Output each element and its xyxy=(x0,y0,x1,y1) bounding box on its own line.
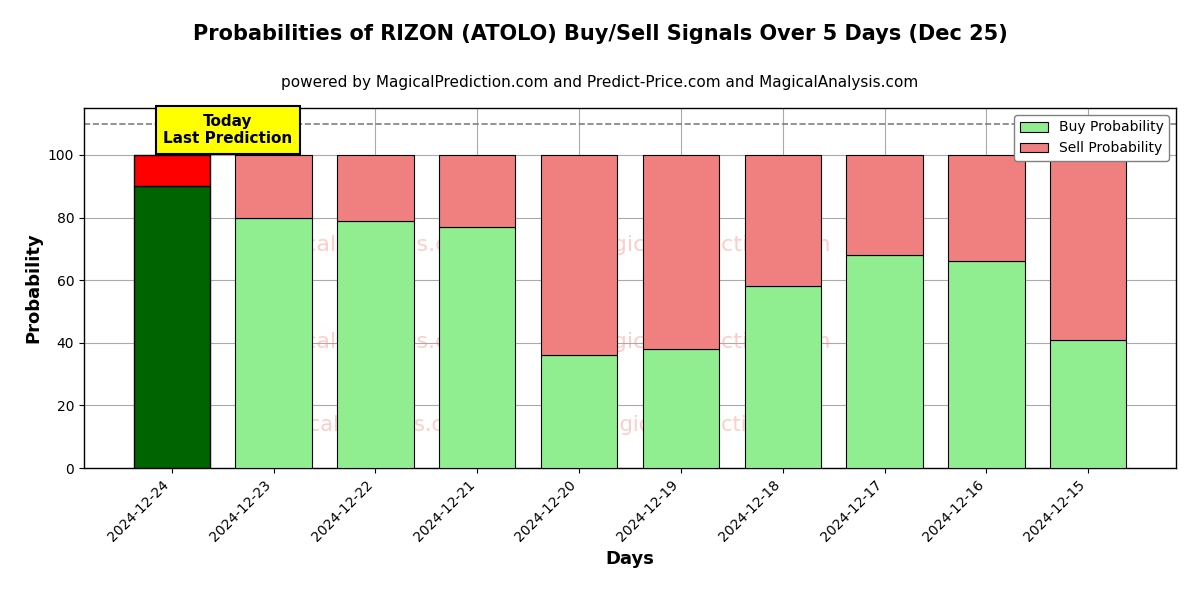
Bar xyxy=(439,155,516,227)
Text: MagicalPrediction.com: MagicalPrediction.com xyxy=(581,332,832,352)
Bar xyxy=(439,227,516,468)
Bar xyxy=(1050,155,1127,340)
Text: MagicalAnalysis.co: MagicalAnalysis.co xyxy=(259,415,455,435)
Bar xyxy=(337,155,414,221)
Text: Today
Last Prediction: Today Last Prediction xyxy=(163,114,293,146)
Bar xyxy=(133,155,210,186)
Text: MagicalPrediction.com: MagicalPrediction.com xyxy=(581,235,832,255)
Bar xyxy=(643,349,719,468)
Bar xyxy=(744,286,821,468)
Y-axis label: Probability: Probability xyxy=(24,233,42,343)
Text: MagicalPrediction.com: MagicalPrediction.com xyxy=(589,415,823,435)
Bar xyxy=(1050,340,1127,468)
Bar xyxy=(133,186,210,468)
Bar xyxy=(235,155,312,218)
X-axis label: Days: Days xyxy=(606,550,654,568)
Bar xyxy=(948,155,1025,262)
Bar xyxy=(235,218,312,468)
Bar xyxy=(744,155,821,286)
Legend: Buy Probability, Sell Probability: Buy Probability, Sell Probability xyxy=(1014,115,1169,161)
Text: powered by MagicalPrediction.com and Predict-Price.com and MagicalAnalysis.com: powered by MagicalPrediction.com and Pre… xyxy=(281,75,919,90)
Bar xyxy=(337,221,414,468)
Text: MagicalAnalysis.co: MagicalAnalysis.co xyxy=(252,332,462,352)
Bar xyxy=(846,255,923,468)
Bar xyxy=(948,262,1025,468)
Text: MagicalAnalysis.co: MagicalAnalysis.co xyxy=(252,235,462,255)
Bar xyxy=(643,155,719,349)
Bar xyxy=(541,155,617,355)
Bar xyxy=(541,355,617,468)
Bar xyxy=(846,155,923,255)
Text: Probabilities of RIZON (ATOLO) Buy/Sell Signals Over 5 Days (Dec 25): Probabilities of RIZON (ATOLO) Buy/Sell … xyxy=(193,24,1007,44)
